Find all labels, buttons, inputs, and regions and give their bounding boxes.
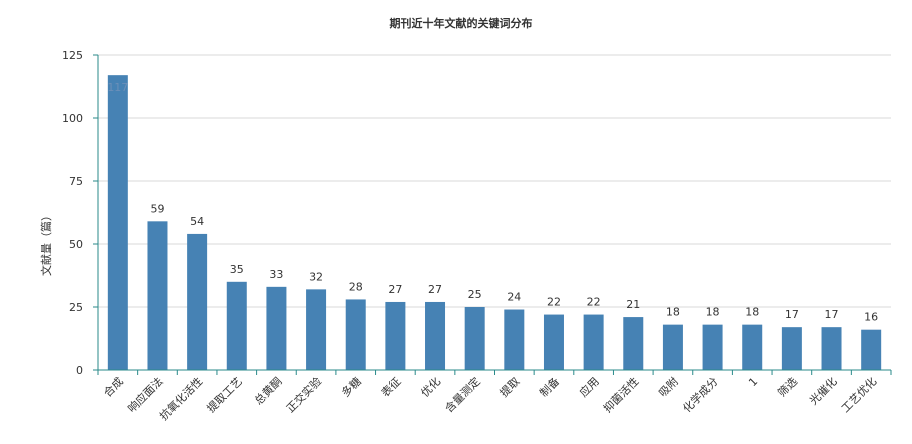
- y-tick-label: 50: [69, 238, 83, 251]
- chart-title: 期刊近十年文献的关键词分布: [390, 16, 533, 30]
- data-label: 35: [230, 263, 244, 276]
- y-tick-label: 25: [69, 301, 83, 314]
- x-tick-label: 优化: [418, 374, 443, 399]
- data-label: 18: [706, 306, 720, 319]
- x-tick-label: 正交实验: [283, 374, 324, 415]
- y-axis-ticks: 0 25 50 75 100 125: [62, 49, 83, 377]
- gridlines: [98, 54, 891, 308]
- x-tick-label: 制备: [537, 374, 562, 399]
- data-label: 25: [468, 288, 482, 301]
- data-label: 24: [507, 291, 521, 304]
- x-tick-label: 合成: [100, 374, 125, 399]
- x-tick-label: 多糖: [338, 374, 363, 399]
- y-tick-label: 75: [69, 175, 83, 188]
- bar: [861, 329, 882, 370]
- data-label: 22: [587, 296, 601, 309]
- data-labels: 117 59 54 35 33 32 28 27 27 25 24 22 22 21 18 18 18 17 17 1…: [107, 81, 878, 324]
- bar: [702, 324, 723, 370]
- bar: [226, 281, 247, 370]
- y-tick-label: 125: [62, 49, 83, 62]
- bar: [662, 324, 683, 370]
- bar: [425, 301, 446, 370]
- x-tick-label: 1: [746, 375, 760, 389]
- x-tick-label: 总黄酮: [251, 374, 284, 407]
- bar: [781, 327, 802, 370]
- data-label: 59: [150, 202, 164, 215]
- data-label: 21: [626, 298, 640, 311]
- x-tick-label: 抑菌活性: [600, 374, 641, 415]
- data-label: 33: [269, 268, 283, 281]
- data-label: 54: [190, 215, 204, 228]
- x-tick-label: 提取: [498, 375, 523, 400]
- y-axis-label: 文献量（篇）: [39, 210, 53, 276]
- data-label: 32: [309, 270, 323, 283]
- data-label: 28: [349, 280, 363, 293]
- bar: [266, 286, 287, 370]
- data-label: 27: [428, 283, 442, 296]
- y-tick-label: 0: [76, 364, 83, 377]
- data-label: 27: [388, 283, 402, 296]
- bar: [742, 324, 763, 370]
- x-tick-label: 表征: [378, 374, 403, 399]
- data-label: 18: [745, 306, 759, 319]
- x-tick-label: 响应面法: [125, 374, 166, 415]
- data-label: 17: [785, 308, 799, 321]
- axes: [93, 54, 892, 375]
- x-tick-label: 应用: [576, 374, 601, 399]
- x-tick-label: 含量测定: [442, 374, 483, 415]
- y-tick-label: 100: [62, 112, 83, 125]
- x-tick-label: 工艺优化: [838, 374, 879, 415]
- bar: [147, 221, 168, 370]
- x-tick-label: 化学成分: [680, 374, 721, 415]
- data-label: 16: [864, 311, 878, 324]
- bar: [543, 314, 564, 370]
- bar: [385, 301, 406, 370]
- bar: [623, 317, 644, 370]
- x-tick-label: 吸附: [656, 374, 681, 399]
- bar: [464, 307, 485, 370]
- bar: [345, 299, 366, 370]
- bar: [821, 327, 842, 370]
- bar: [504, 309, 525, 370]
- x-tick-label: 抗氧化活性: [156, 374, 205, 423]
- bar: [107, 75, 128, 370]
- data-label: 18: [666, 306, 680, 319]
- x-tick-label: 筛选: [775, 374, 800, 399]
- bar: [306, 289, 327, 370]
- data-label: 117: [107, 81, 128, 94]
- bar: [583, 314, 604, 370]
- bars: [107, 75, 882, 370]
- x-tick-label: 光催化: [806, 374, 839, 407]
- data-label: 22: [547, 296, 561, 309]
- x-tick-label: 提取工艺: [205, 375, 245, 415]
- bar: [187, 233, 208, 370]
- data-label: 17: [825, 308, 839, 321]
